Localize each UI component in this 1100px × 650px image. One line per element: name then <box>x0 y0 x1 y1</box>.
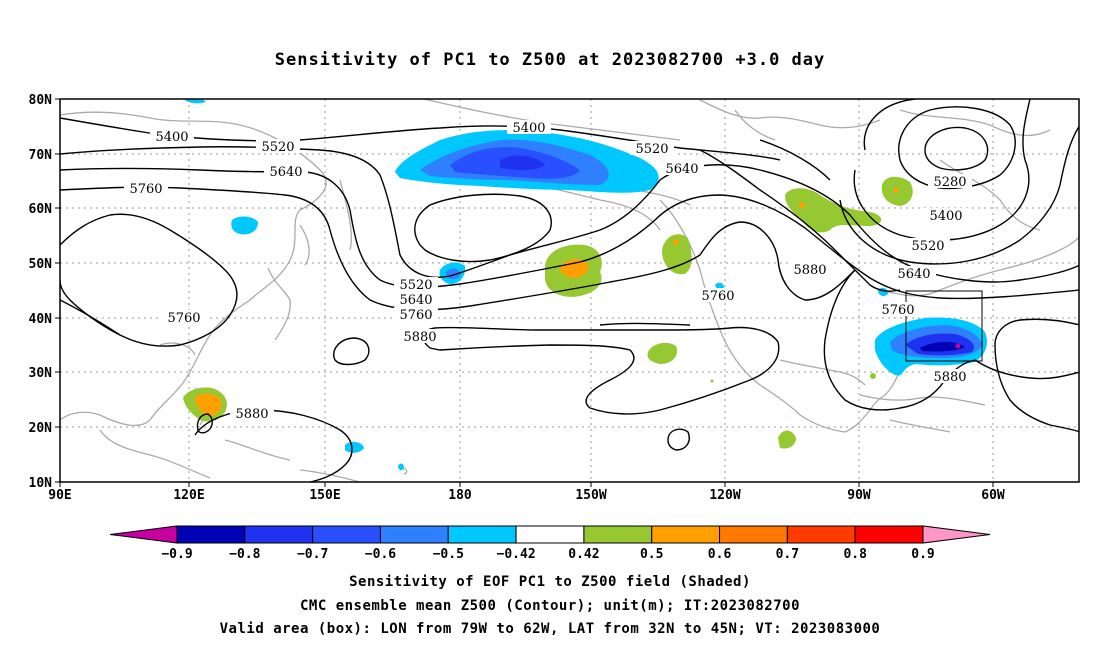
lat-label-10n: 10N <box>29 476 53 491</box>
contour-label: 5400 <box>155 130 188 145</box>
contour-label: 5880 <box>403 330 436 345</box>
negative-sensitivity-east-us <box>875 317 987 376</box>
colorbar-high-triangle <box>922 525 991 544</box>
lon-label-90w: 90W <box>847 488 871 503</box>
lat-label-80n: 80N <box>29 93 53 108</box>
caption-line-3: Valid area (box): LON from 79W to 62W, L… <box>219 621 881 637</box>
contour-label: 5520 <box>261 140 294 155</box>
contour-label: 5520 <box>911 239 944 254</box>
colorbar-swatch <box>719 525 788 544</box>
colorbar-swatch <box>176 525 246 544</box>
colorbar-swatch <box>515 525 585 544</box>
contour-label: 5520 <box>399 278 432 293</box>
contour-label: 5400 <box>929 209 962 224</box>
colorbar-swatch <box>447 525 517 544</box>
lon-label-60w: 60W <box>981 488 1005 503</box>
colorbar-swatch <box>379 525 449 544</box>
lon-label-120e: 120E <box>173 488 204 503</box>
colorbar-label: 0.7 <box>776 547 799 562</box>
caption-line-1: Sensitivity of EOF PC1 to Z500 field (Sh… <box>349 574 751 590</box>
lat-label-70n: 70N <box>29 148 53 163</box>
lat-label-60n: 60N <box>29 202 53 217</box>
colorbar: −0.9 −0.8 −0.7 −0.6 −0.5 −0.42 0.42 0.5 0.6 0.7 0.… <box>109 525 991 562</box>
contour-label: 5760 <box>701 289 734 304</box>
contour-label: 5880 <box>793 263 826 278</box>
colorbar-swatch <box>312 525 381 544</box>
colorbar-label: 0.6 <box>708 547 732 562</box>
lat-label-30n: 30N <box>29 366 53 381</box>
lat-label-40n: 40N <box>29 312 53 327</box>
contour-label: 5640 <box>665 162 698 177</box>
colorbar-label: −0.42 <box>497 547 536 562</box>
positive-sensitivity-regions <box>183 176 913 449</box>
lat-label-20n: 20N <box>29 421 53 436</box>
colorbar-swatch <box>651 525 721 544</box>
colorbar-swatch <box>786 525 856 544</box>
lon-label-120w: 120W <box>709 488 740 503</box>
colorbar-swatch <box>583 525 653 544</box>
lon-label-180: 180 <box>448 488 472 503</box>
lat-label-50n: 50N <box>29 257 53 272</box>
contour-labels: 5400 5520 5640 5760 5400 5520 5640 5760 … <box>129 121 967 422</box>
contour-label: 5520 <box>635 142 668 157</box>
colorbar-label: 0.42 <box>568 547 599 562</box>
caption-line-2: CMC ensemble mean Z500 (Contour); unit(m… <box>299 598 800 614</box>
colorbar-low-triangle <box>109 525 178 544</box>
colorbar-swatch <box>244 525 314 544</box>
contour-label: 5880 <box>235 407 268 422</box>
lon-label-150e: 150E <box>309 488 340 503</box>
contour-label: 5760 <box>129 182 162 197</box>
colorbar-label: −0.7 <box>297 547 328 562</box>
colorbar-label: 0.9 <box>911 547 934 562</box>
colorbar-label: 0.8 <box>843 547 867 562</box>
map-title: Sensitivity of PC1 to Z500 at 2023082700… <box>274 50 826 70</box>
contour-label: 5760 <box>881 303 914 318</box>
negative-sensitivity-small-patches <box>185 99 888 471</box>
lon-label-150w: 150W <box>575 488 606 503</box>
contour-label: 5760 <box>167 311 200 326</box>
colorbar-label: −0.9 <box>161 547 192 562</box>
tick-marks <box>55 98 994 487</box>
colorbar-swatch <box>854 525 924 544</box>
graticule <box>60 99 1079 482</box>
contour-label: 5640 <box>897 267 930 282</box>
contour-label: 5640 <box>399 293 432 308</box>
negative-sensitivity-north-pacific <box>395 130 659 193</box>
contour-label: 5400 <box>512 121 545 136</box>
map-frame <box>59 98 1080 483</box>
colorbar-label: −0.5 <box>433 547 464 562</box>
contour-label: 5280 <box>933 175 966 190</box>
contour-label: 5760 <box>399 308 432 323</box>
valid-area-box <box>905 290 983 362</box>
lon-label-90e: 90E <box>48 488 71 503</box>
colorbar-label: −0.6 <box>365 547 396 562</box>
colorbar-label: −0.8 <box>229 547 260 562</box>
colorbar-label: 0.5 <box>640 547 663 562</box>
contour-label: 5880 <box>933 370 966 385</box>
contour-label: 5640 <box>269 165 302 180</box>
